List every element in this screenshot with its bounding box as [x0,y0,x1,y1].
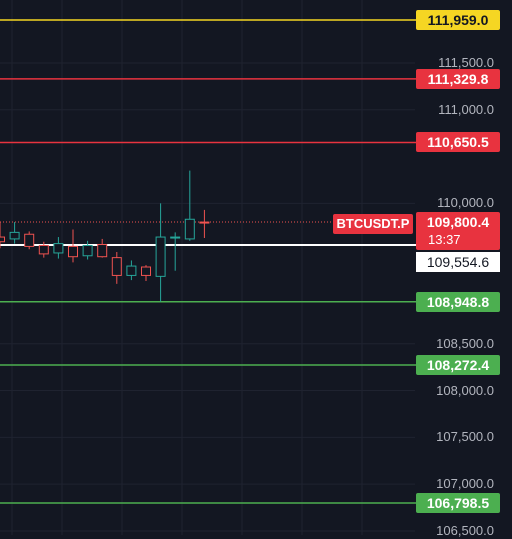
axis-tick-label: 106,500.0 [436,522,494,538]
candle [199,209,210,238]
candle-body [141,266,151,276]
level-tag: 110,650.5 [416,132,500,153]
candlesticks [0,170,210,302]
price-levels [0,19,416,504]
candle [170,232,181,271]
axis-tick-label: 107,000.0 [436,476,494,492]
level-tag: 108,272.4 [416,355,500,376]
candle-body [184,218,195,240]
candle [97,238,108,258]
candle [0,222,5,249]
bar-countdown: 13:37 [428,232,461,247]
candle-body [155,236,166,277]
candle-body [53,243,64,254]
candle-body [9,231,20,240]
candle-body [38,244,49,255]
axis-tick-label: 110,000.0 [437,195,494,211]
candle [24,231,35,250]
candle [38,241,49,258]
axis-tick-label: 108,500.0 [436,335,494,351]
candle-body [111,257,122,276]
candle-body [82,244,93,257]
level-tag: 106,798.5 [416,493,500,513]
level-tag: 111,959.0 [416,10,500,30]
axis-tick-label: 111,000.0 [438,101,494,117]
candle-body [0,236,5,243]
candle [155,203,166,302]
last-price-label: 109,800.4 13:37 [416,212,500,250]
candle-body [170,236,181,239]
candle-body [24,233,35,247]
axis-tick-label: 111,500.0 [438,54,494,70]
candle [53,237,64,259]
level-tag: 111,329.8 [416,68,500,89]
candle [68,229,78,263]
candle [184,170,195,241]
level-tag: 109,554.6 [416,252,500,272]
candle-body [97,244,108,258]
candle [82,240,93,260]
level-tag: 108,948.8 [416,291,500,312]
symbol-tag: BTCUSDT.P [333,214,413,234]
axis-tick-label: 108,000.0 [436,382,494,398]
last-price-value: 109,800.4 [426,214,490,230]
grid-lines [0,0,415,535]
candle-body [199,221,210,224]
candle-body [68,245,78,258]
candle [9,222,20,244]
candle [141,265,151,282]
candle [111,252,122,284]
axis-tick-label: 107,500.0 [436,429,494,445]
candle [126,260,137,281]
candle-body [126,265,137,276]
